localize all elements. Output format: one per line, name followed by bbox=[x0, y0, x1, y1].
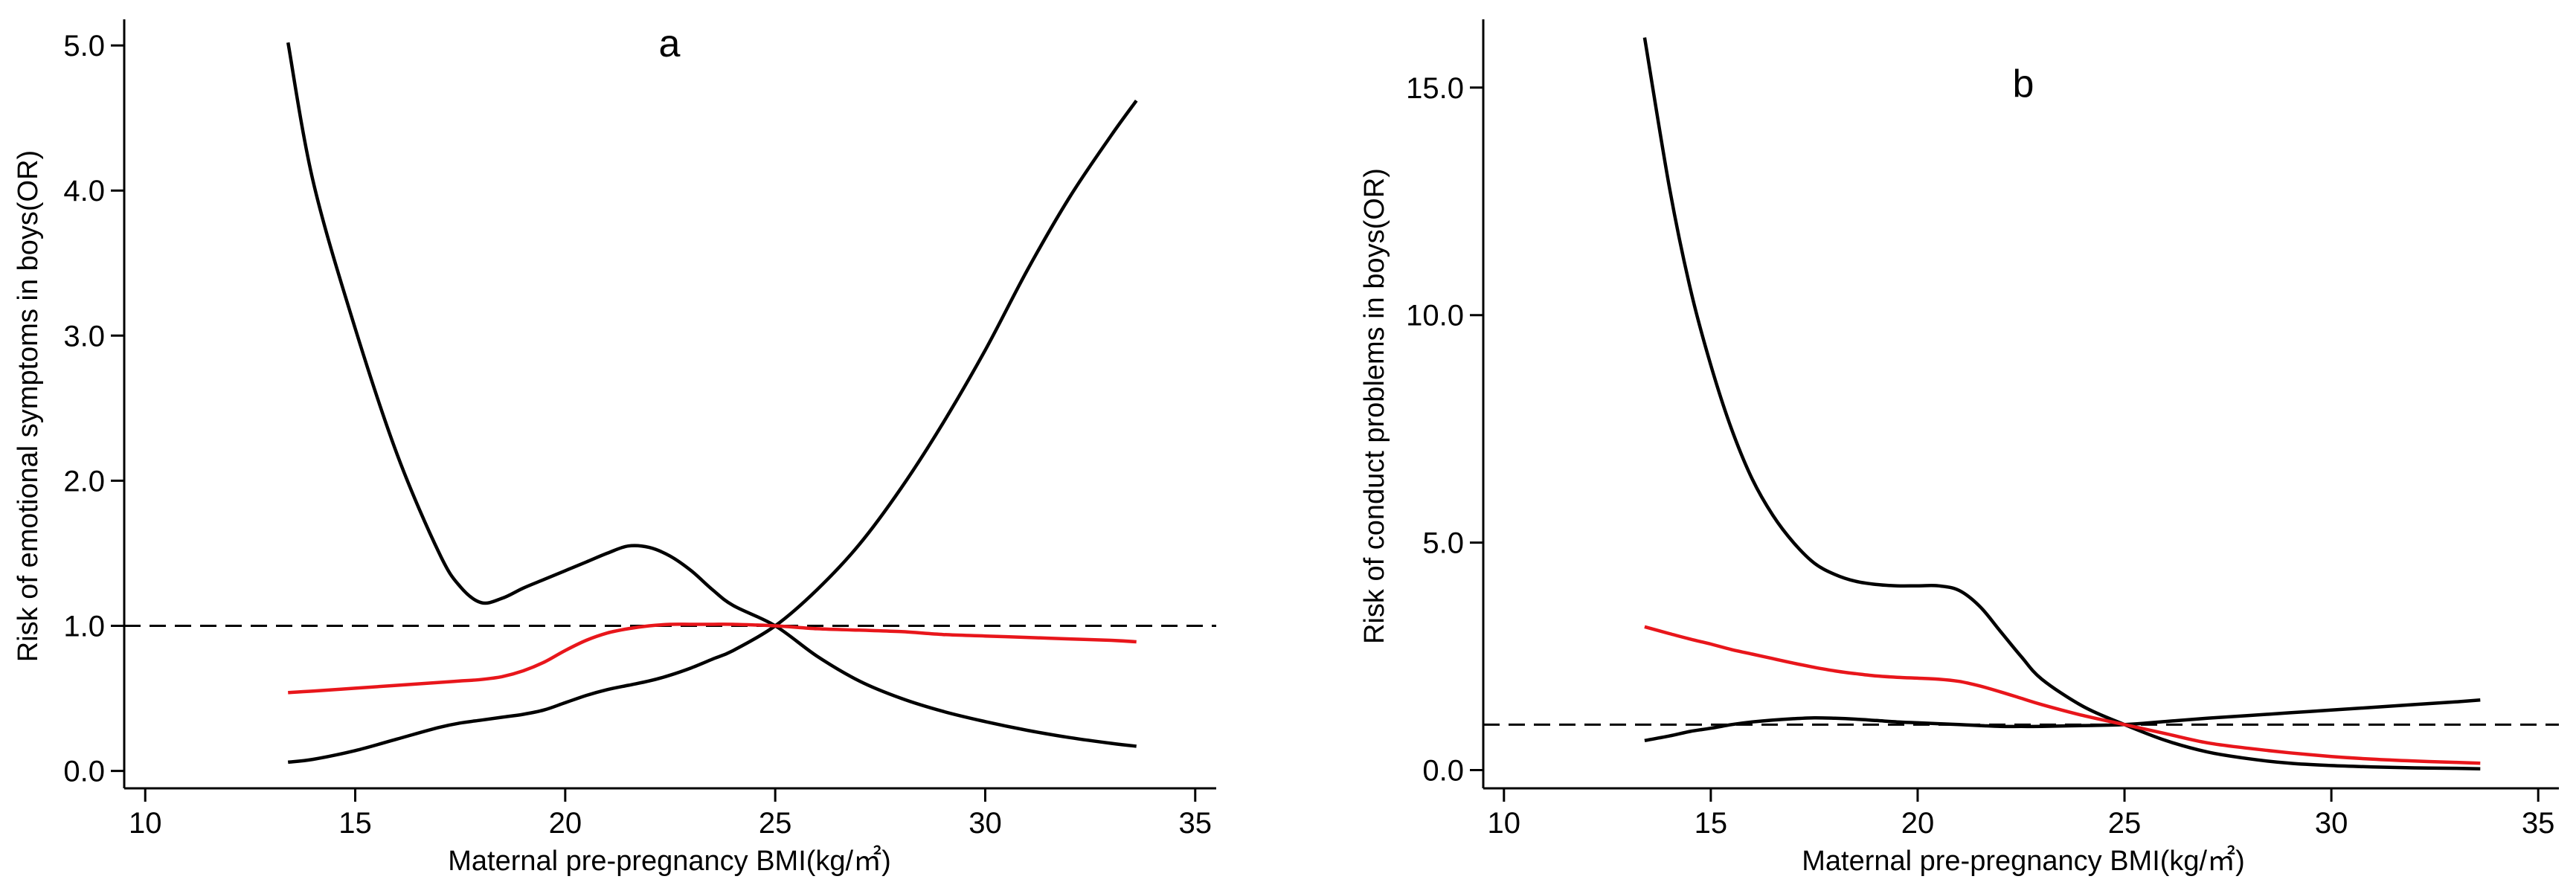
x-tick-label-b: 20 bbox=[1901, 807, 1935, 840]
y-tick-label-a: 2.0 bbox=[63, 465, 105, 498]
x-tick-label-a: 25 bbox=[759, 807, 792, 840]
y-tick-label-b: 5.0 bbox=[1422, 527, 1464, 560]
y-tick-label-b: 10.0 bbox=[1406, 300, 1464, 332]
x-tick-label-a: 10 bbox=[129, 807, 162, 840]
y-tick-label-a: 5.0 bbox=[63, 30, 105, 62]
series-line-or-a bbox=[288, 622, 1137, 695]
x-tick-label-b: 30 bbox=[2315, 807, 2348, 840]
x-tick-label-a: 20 bbox=[549, 807, 582, 840]
y-tick-label-a: 3.0 bbox=[63, 320, 105, 353]
x-tick-label-b: 25 bbox=[2108, 807, 2142, 840]
series-line-lower-95-ci-b bbox=[1644, 698, 2481, 743]
series-line-upper-95-ci-a bbox=[286, 42, 1137, 748]
series-line-or-b bbox=[1644, 625, 2481, 765]
series-line-upper-95-ci-b bbox=[1642, 37, 2481, 770]
x-tick-label-b: 15 bbox=[1695, 807, 1728, 840]
series-line-lower-95-ci-a bbox=[287, 99, 1138, 765]
x-axis-title-b: Maternal pre-pregnancy BMI(kg/㎡) bbox=[1802, 846, 2245, 877]
panel-a: 10 15 20 25 30 35 0.0 1.0 2.0 3.0 4.0 5.0 a Materna… bbox=[13, 19, 1216, 877]
x-tick-label-b: 35 bbox=[2522, 807, 2555, 840]
y-tick-label-a: 4.0 bbox=[63, 175, 105, 207]
y-tick-label-b: 15.0 bbox=[1406, 72, 1464, 105]
plot-area-b bbox=[1480, 19, 2543, 774]
panel-label-b: b bbox=[2013, 62, 2034, 106]
y-axis-title-a: Risk of emotional symptoms in boys(OR) bbox=[13, 150, 44, 662]
plot-area-a bbox=[123, 19, 1216, 774]
panel-label-a: a bbox=[659, 22, 681, 65]
y-tick-label-b: 0.0 bbox=[1422, 755, 1464, 788]
y-tick-label-a: 1.0 bbox=[63, 610, 105, 643]
panel-b: 10 15 20 25 30 35 0.0 5.0 10.0 15.0 b Maternal pr… bbox=[1359, 19, 2559, 877]
y-tick-label-a: 0.0 bbox=[63, 756, 105, 788]
x-tick-label-a: 35 bbox=[1179, 807, 1212, 840]
y-axis-title-b: Risk of conduct problems in boys(OR) bbox=[1359, 168, 1390, 644]
x-tick-label-a: 15 bbox=[338, 807, 372, 840]
x-tick-label-b: 10 bbox=[1488, 807, 1521, 840]
x-axis-title-a: Maternal pre-pregnancy BMI(kg/㎡) bbox=[448, 846, 891, 877]
x-tick-label-a: 30 bbox=[969, 807, 1002, 840]
